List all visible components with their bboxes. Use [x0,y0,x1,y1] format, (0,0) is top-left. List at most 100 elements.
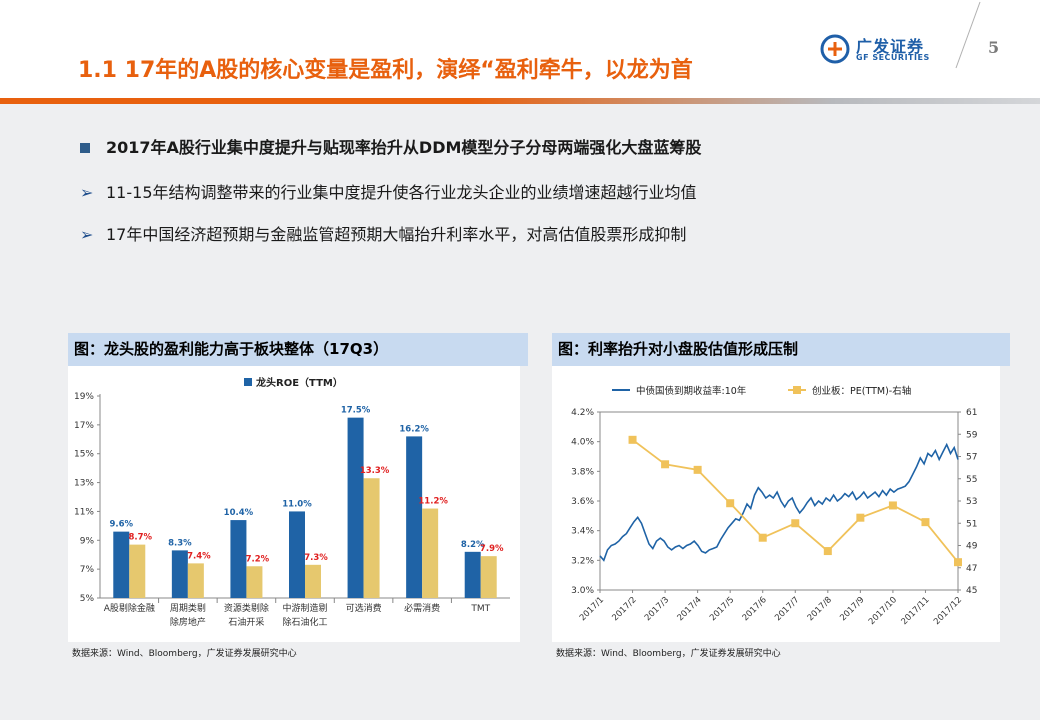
data-label-sector: 13.3% [360,466,390,476]
x-tick-label: 2017/11 [900,595,932,627]
series-marker-gem-pe [693,465,702,474]
bar-leader-roe [347,417,364,598]
y-left-tick-label: 4.2% [571,408,594,418]
data-label-leader: 8.2% [461,540,485,550]
x-category-label: 石油开采 [228,616,264,628]
bullet-text: 11-15年结构调整带来的行业集中度提升使各行业龙头企业的业绩增速超越行业均值 [106,183,697,202]
roe-bar-chart: 龙头ROE（TTM） 5% 7% 9% 11% 13% 15% 17% 19% 9.6% 8.7% A… [74,376,510,628]
y-tick-label: 17% [74,421,94,431]
y-left-tick-label: 3.0% [571,586,594,596]
bar-sector-roe [246,566,263,598]
bullet-text: 2017年A股行业集中度提升与贴现率抬升从DDM模型分子分母两端强化大盘蓝筹股 [106,138,702,157]
chart2-title: 图：利率抬升对小盘股估值形成压制 [552,333,1010,366]
bar-leader-roe [289,511,305,598]
legend-label: 龙头ROE（TTM） [255,376,343,389]
bullet-sub: ➢ 11-15年结构调整带来的行业集中度提升使各行业龙头企业的业绩增速超越行业均值 [80,179,697,203]
y-tick-label: 11% [74,507,94,517]
x-category-label: 周期类剔 [170,602,206,614]
y-right-tick-label: 47 [966,564,977,574]
bar-sector-roe [187,563,204,598]
series-marker-gem-pe [888,501,897,510]
series-marker-gem-pe [628,435,637,444]
series-marker-gem-pe [661,460,670,469]
rate-pe-line-chart: 中债国债到期收益率:10年 创业板：PE(TTM)-右轴 3.0% 3.2% 3.4% 3… [571,385,978,627]
bar-sector-roe [480,556,497,598]
y-right-tick-label: 59 [966,430,978,440]
arrow-bullet-icon: ➢ [80,225,94,244]
x-tick-label: 2017/6 [741,595,769,623]
y-tick-label: 15% [74,450,94,460]
y-left-tick-label: 3.8% [571,467,594,477]
arrow-bullet-icon: ➢ [80,183,94,202]
bar-leader-roe [113,531,130,598]
y-tick-label: 13% [74,479,94,489]
legend-marker [793,386,801,394]
data-label-sector: 7.4% [187,551,211,561]
rate-line-chart-panel: 中债国债到期收益率:10年 创业板：PE(TTM)-右轴 3.0% 3.2% 3.4% 3… [552,366,1000,642]
x-tick-label: 2017/12 [932,595,964,627]
x-category-label: 必需消费 [404,602,440,614]
title-divider [0,98,1040,104]
y-right-tick-label: 49 [966,542,978,552]
y-tick-label: 7% [80,565,95,575]
series-marker-gem-pe [823,547,832,556]
data-label-leader: 17.5% [341,406,371,416]
x-tick-label: 2017/3 [643,595,671,623]
x-category-label: TMT [470,604,490,614]
logo-text-en: GF SECURITIES [856,53,930,62]
roe-bar-chart-panel: 龙头ROE（TTM） 5% 7% 9% 11% 13% 15% 17% 19% 9.6% 8.7% A… [68,366,520,642]
y-left-tick-label: 4.0% [571,438,594,448]
series-marker-gem-pe [954,558,962,567]
data-label-leader: 16.2% [399,424,429,434]
y-right-tick-label: 51 [966,519,977,529]
series-marker-gem-pe [856,513,865,522]
page-title: 1.1 17年的A股的核心变量是盈利，演绎“盈利牵牛，以龙为首 [78,58,693,83]
bar-sector-roe [422,508,439,598]
bar-leader-roe [230,520,247,598]
bullet-text: 17年中国经济超预期与金融监管超预期大幅抬升利率水平，对高估值股票形成抑制 [106,225,687,244]
x-tick-label: 2017/4 [676,595,704,623]
x-category-label: 资源类剔除 [224,602,269,614]
header: 1.1 17年的A股的核心变量是盈利，演绎“盈利牵牛，以龙为首 广发证券 GF … [0,0,1040,100]
data-label-sector: 7.9% [480,544,504,554]
x-tick-label: 2017/1 [578,595,606,623]
bullet-main: 2017年A股行业集中度提升与贴现率抬升从DDM模型分子分母两端强化大盘蓝筹股 [80,134,701,158]
x-category-label: A股剔除金融 [104,602,155,614]
x-tick-label: 2017/10 [867,595,899,627]
y-right-tick-label: 61 [966,408,977,418]
y-right-tick-label: 57 [966,453,977,463]
data-label-leader: 10.4% [224,508,254,518]
x-tick-label: 2017/8 [806,595,834,623]
y-right-tick-label: 55 [966,475,977,485]
bar-sector-roe [129,544,146,598]
data-label-sector: 7.3% [304,553,328,563]
legend-label: 创业板：PE(TTM)-右轴 [812,385,911,397]
chart1-title: 图：龙头股的盈利能力高于板块整体（17Q3） [68,333,528,366]
bar-leader-roe [406,436,423,598]
y-right-tick-label: 53 [966,497,977,507]
data-label-sector: 11.2% [418,497,448,507]
y-tick-label: 9% [80,536,95,546]
series-line-bond-yield [599,442,959,562]
x-tick-label: 2017/2 [610,595,638,623]
series-marker-gem-pe [791,519,800,528]
series-marker-gem-pe [921,518,930,527]
x-tick-label: 2017/9 [838,595,866,623]
x-category-label: 中游制造剔 [282,602,327,614]
data-label-leader: 11.0% [282,499,312,509]
data-label-leader: 9.6% [109,520,133,530]
y-left-tick-label: 3.6% [571,497,594,507]
chart2-source: 数据来源：Wind、Bloomberg，广发证券发展研究中心 [556,649,781,659]
company-logo: 广发证券 GF SECURITIES [820,30,970,70]
legend-swatch [244,378,252,386]
bar-sector-roe [363,478,380,598]
y-right-tick-label: 45 [966,586,977,596]
header-slash-decoration [955,1,981,69]
gf-logo-icon [820,34,850,64]
bullet-sub: ➢ 17年中国经济超预期与金融监管超预期大幅抬升利率水平，对高估值股票形成抑制 [80,221,686,245]
y-tick-label: 19% [74,392,94,402]
series-line-gem-pe [631,439,959,563]
chart1-source: 数据来源：Wind、Bloomberg，广发证券发展研究中心 [72,649,297,659]
data-label-sector: 7.2% [246,554,270,564]
legend-label: 中债国债到期收益率:10年 [636,385,747,397]
